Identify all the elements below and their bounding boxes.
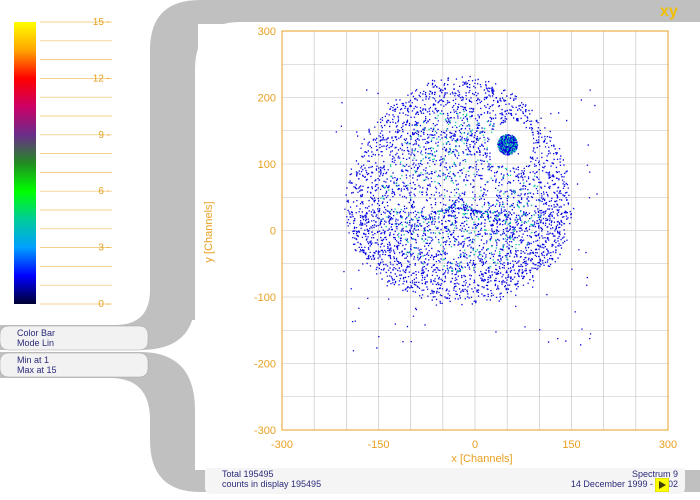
- x-tick-label: -150: [367, 439, 389, 451]
- plot-frame: [281, 30, 669, 431]
- y-tick-label: -100: [254, 292, 276, 304]
- colorbar-tick-label: 6 -: [98, 186, 110, 197]
- y-tick-label: 300: [258, 26, 276, 38]
- colorbar: 15 - 12 - 9 - 6 - 3 - 0 -: [14, 17, 112, 310]
- y-axis-label: y [Channels]: [203, 201, 215, 262]
- x-tick-label: 300: [659, 439, 677, 451]
- x-axis-label: x [Channels]: [451, 453, 512, 465]
- colorbar-tick-label: 3 -: [98, 243, 110, 254]
- footer-date: 14 December 1999 - 17:02: [570, 479, 678, 489]
- plot-points: [335, 75, 598, 352]
- x-tick-label: 150: [562, 439, 580, 451]
- info-min-label: Min at 1: [17, 355, 50, 365]
- y-tick-label: 100: [258, 159, 276, 171]
- lower-band: [0, 352, 700, 492]
- colorbar-tick-label: 15 -: [93, 17, 110, 28]
- x-tick-label: -300: [271, 439, 293, 451]
- right-arrow-icon[interactable]: [655, 478, 669, 492]
- info-box-minmax: [0, 352, 149, 378]
- x-tick-label: 0: [472, 439, 478, 451]
- y-tick-label: -200: [254, 359, 276, 371]
- plot-grid: [281, 30, 669, 431]
- y-tick-label: 0: [270, 226, 276, 238]
- scatter-points-high: [380, 110, 542, 273]
- info-mode-label: Mode Lin: [17, 338, 55, 348]
- colorbar-ticks: 15 - 12 - 9 - 6 - 3 - 0 -: [93, 17, 110, 310]
- footer-total: Total 195495: [222, 469, 274, 479]
- footer-spectrum: Spectrum 9: [631, 469, 678, 479]
- x-tick-labels: -300 -150 0 150 300: [271, 439, 677, 451]
- footer-counts: counts in display 195495: [222, 479, 322, 489]
- footer-box: [205, 466, 685, 494]
- info-box-mode: [0, 325, 149, 351]
- colorbar-strip: [14, 22, 36, 304]
- y-tick-labels: 300 200 100 0 -100 -200 -300: [254, 26, 276, 437]
- y-tick-label: -300: [254, 425, 276, 437]
- scatter-points: [335, 75, 598, 352]
- colorbar-tick-label: 0 -: [98, 299, 110, 310]
- info-colorbar-label: Color Bar: [17, 328, 56, 338]
- colorbar-tick-label: 12 -: [93, 73, 110, 84]
- info-max-label: Max at 15: [17, 365, 57, 375]
- colorbar-tick-label: 9 -: [98, 130, 110, 141]
- y-tick-label: 200: [258, 93, 276, 105]
- colorbar-lines: [40, 21, 112, 305]
- window-title: xy: [660, 3, 678, 20]
